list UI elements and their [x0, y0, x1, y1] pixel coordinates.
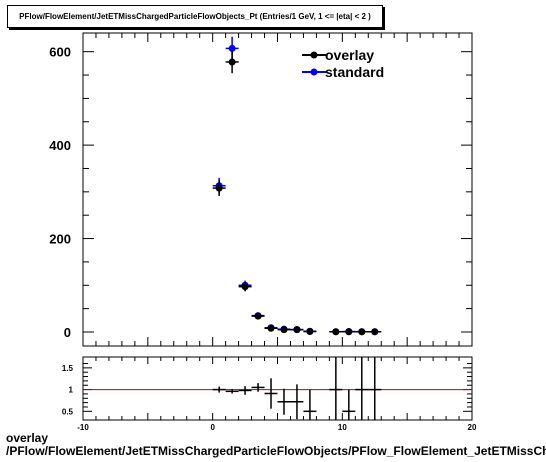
ratio-x-tick-label: -10 [77, 423, 89, 432]
overlay-data-point [306, 328, 314, 336]
overlay-data-point [358, 328, 366, 336]
overlay-data-point [280, 326, 288, 334]
main-plot-border [82, 32, 473, 347]
histogram-title: PFlow/FlowElement/JetETMissChargedPartic… [7, 5, 383, 28]
series-overlay [212, 50, 382, 336]
main-plot-frame: 0 200 400 600 [49, 32, 473, 347]
standard-data-point [228, 44, 236, 52]
main-y-tick-label: 600 [49, 45, 71, 60]
main-y-tick-label: 200 [49, 232, 71, 247]
main-y-tick-label: 400 [49, 138, 71, 153]
overlay-data-point [215, 184, 223, 192]
main-plot-marks [212, 36, 382, 336]
ratio-x-tick-label: 20 [468, 423, 477, 432]
legend: overlay standard [302, 47, 384, 80]
overlay-data-point [332, 328, 340, 336]
legend-overlay-label: overlay [325, 47, 374, 63]
overlay-data-point [254, 312, 262, 320]
legend-standard-label: standard [325, 64, 384, 80]
caption: overlay /PFlow/FlowElement/JetETMissChar… [6, 432, 546, 458]
ratio-plot-border [82, 356, 473, 421]
ratio-plot-frame: 0.5 1 1.5 -10 0 10 20 [62, 356, 477, 432]
ratio-y-tick-label: 1 [69, 386, 74, 395]
ratio-x-tick-label: 10 [338, 423, 347, 432]
series-standard [212, 36, 382, 336]
overlay-data-point [345, 328, 353, 336]
ratio-x-tick-label: 0 [210, 423, 215, 432]
overlay-data-point [241, 283, 249, 291]
legend-overlay-marker [310, 51, 318, 59]
legend-standard-marker [310, 68, 318, 76]
caption-line-2: /PFlow/FlowElement/JetETMissChargedParti… [6, 444, 546, 458]
ratio-plot-marks [212, 357, 382, 420]
overlay-data-point [293, 326, 301, 334]
overlay-data-point [228, 58, 236, 66]
overlay-data-point [267, 324, 275, 332]
caption-line-1: overlay [6, 432, 49, 445]
overlay-data-point [371, 328, 379, 336]
ratio-y-tick-label: 0.5 [62, 407, 74, 416]
main-y-tick-label: 0 [64, 325, 71, 340]
ratio-y-tick-label: 1.5 [62, 364, 74, 373]
